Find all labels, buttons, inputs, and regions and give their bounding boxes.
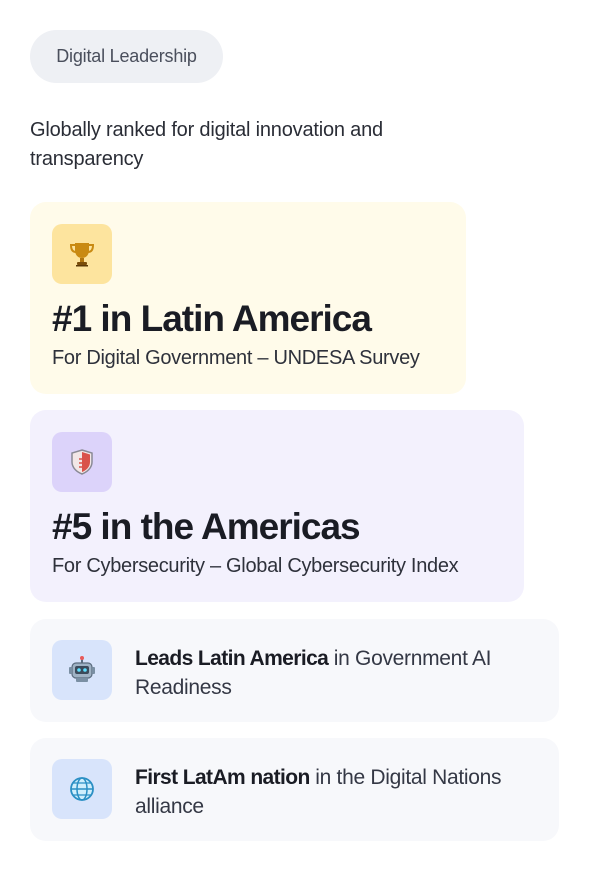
ranking-subtitle: For Digital Government – UNDESA Survey: [52, 347, 420, 369]
shield-icon: [52, 432, 112, 492]
ranking-subtitle: For Cybersecurity – Global Cybersecurity…: [52, 555, 459, 577]
highlight-bold: First LatAm nation: [135, 766, 310, 789]
ranking-title: #1 in Latin America: [52, 298, 372, 339]
trophy-icon: [52, 224, 112, 284]
highlight-text: First LatAm nation in the Digital Nation…: [135, 763, 545, 821]
highlight-rest: in Government AI Readiness: [135, 647, 492, 699]
ranking-card-americas: #5 in the Americas For Cybersecurity – G…: [30, 410, 524, 602]
ranking-title: #5 in the Americas: [52, 506, 361, 547]
robot-icon: [52, 640, 112, 700]
ranking-card-latam: #1 in Latin America For Digital Governme…: [30, 202, 466, 394]
highlight-card-ai: Leads Latin America in Government AI Rea…: [30, 619, 559, 722]
highlight-bold: Leads Latin America: [135, 647, 329, 670]
section-badge: Digital Leadership: [30, 30, 223, 83]
highlight-rest: in the Digital Nations alliance: [135, 766, 502, 818]
intro-text: Globally ranked for digital innovation a…: [30, 119, 383, 170]
section-badge-label: Digital Leadership: [56, 46, 197, 66]
highlight-text: Leads Latin America in Government AI Rea…: [135, 644, 545, 702]
highlight-card-alliance: First LatAm nation in the Digital Nation…: [30, 738, 559, 841]
globe-icon: [52, 759, 112, 819]
